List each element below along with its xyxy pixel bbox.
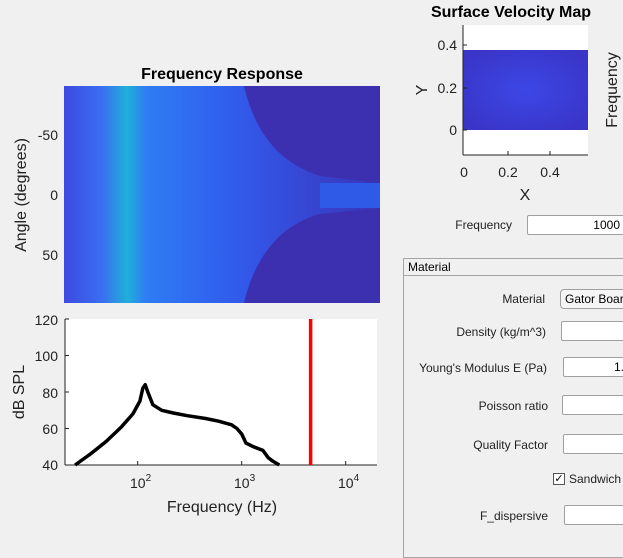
surface-velocity-ytick: 0.4 xyxy=(438,37,458,53)
spl-ytick: 60 xyxy=(42,421,58,437)
surface-velocity-title: Surface Velocity Map xyxy=(431,4,591,21)
spl-ylabel: dB SPL xyxy=(11,365,28,419)
frequency-response-dark-region xyxy=(244,86,380,183)
f-dispersive-label: F_dispersive xyxy=(479,509,548,523)
surface-velocity-chart: Surface Velocity Map 0.4 0.2 0 0 0.2 0.4… xyxy=(414,4,621,204)
poisson-ratio-input[interactable] xyxy=(562,395,623,415)
sandwich-label: Sandwich xyxy=(569,472,622,486)
spl-xtick: 102 xyxy=(130,473,152,491)
spl-xtick: 104 xyxy=(338,473,360,491)
frequency-response-ytick: 50 xyxy=(42,247,58,263)
sandwich-checkbox[interactable]: ✓ xyxy=(553,473,565,485)
density-input[interactable] xyxy=(561,321,623,341)
colorbar-label: Frequency xyxy=(604,52,621,128)
material-label: Material xyxy=(502,292,545,306)
spl-series-line xyxy=(74,382,281,467)
surface-velocity-heatmap xyxy=(463,50,588,130)
spl-chart: 120 100 80 60 40 102 103 104 Frequency (… xyxy=(11,312,377,516)
density-label: Density (kg/m^3) xyxy=(456,325,546,339)
surface-velocity-xtick: 0.4 xyxy=(540,164,560,180)
youngs-modulus-label: Young's Modulus E (Pa) xyxy=(419,361,547,375)
spl-ytick: 80 xyxy=(42,385,58,401)
surface-velocity-xtick: 0.2 xyxy=(498,164,518,180)
spl-xlabel: Frequency (Hz) xyxy=(167,499,277,516)
frequency-response-chart: Frequency Response Angle (degrees) -50 0… xyxy=(13,66,380,303)
spl-xtick: 103 xyxy=(234,473,256,491)
surface-velocity-ytick: 0 xyxy=(449,122,457,138)
spl-ytick: 100 xyxy=(35,348,59,364)
frequency-label: Frequency xyxy=(455,218,512,232)
quality-factor-input[interactable] xyxy=(563,434,623,454)
material-panel-title: Material xyxy=(404,259,623,276)
frequency-response-ylabel: Angle (degrees) xyxy=(13,138,30,252)
poisson-ratio-label: Poisson ratio xyxy=(478,399,548,413)
spl-ytick: 40 xyxy=(42,457,58,473)
surface-velocity-ylabel: Y xyxy=(414,84,431,95)
surface-velocity-ytick: 0.2 xyxy=(438,80,458,96)
spl-plot-area xyxy=(65,319,377,465)
surface-velocity-xtick: 0 xyxy=(460,164,468,180)
material-dropdown[interactable]: Gator Board xyxy=(560,289,623,309)
frequency-response-ytick: -50 xyxy=(38,127,58,143)
surface-velocity-xlabel: X xyxy=(520,187,531,204)
frequency-response-ytick: 0 xyxy=(50,187,58,203)
quality-factor-label: Quality Factor xyxy=(473,438,548,452)
spl-ytick: 120 xyxy=(35,312,59,328)
frequency-response-title: Frequency Response xyxy=(141,66,303,83)
frequency-response-center-band xyxy=(320,183,380,208)
frequency-response-dark-region-lower xyxy=(244,208,380,303)
frequency-input[interactable]: 1000 xyxy=(527,215,623,235)
youngs-modulus-input[interactable]: 1. xyxy=(563,357,623,377)
f-dispersive-input[interactable] xyxy=(564,505,623,525)
